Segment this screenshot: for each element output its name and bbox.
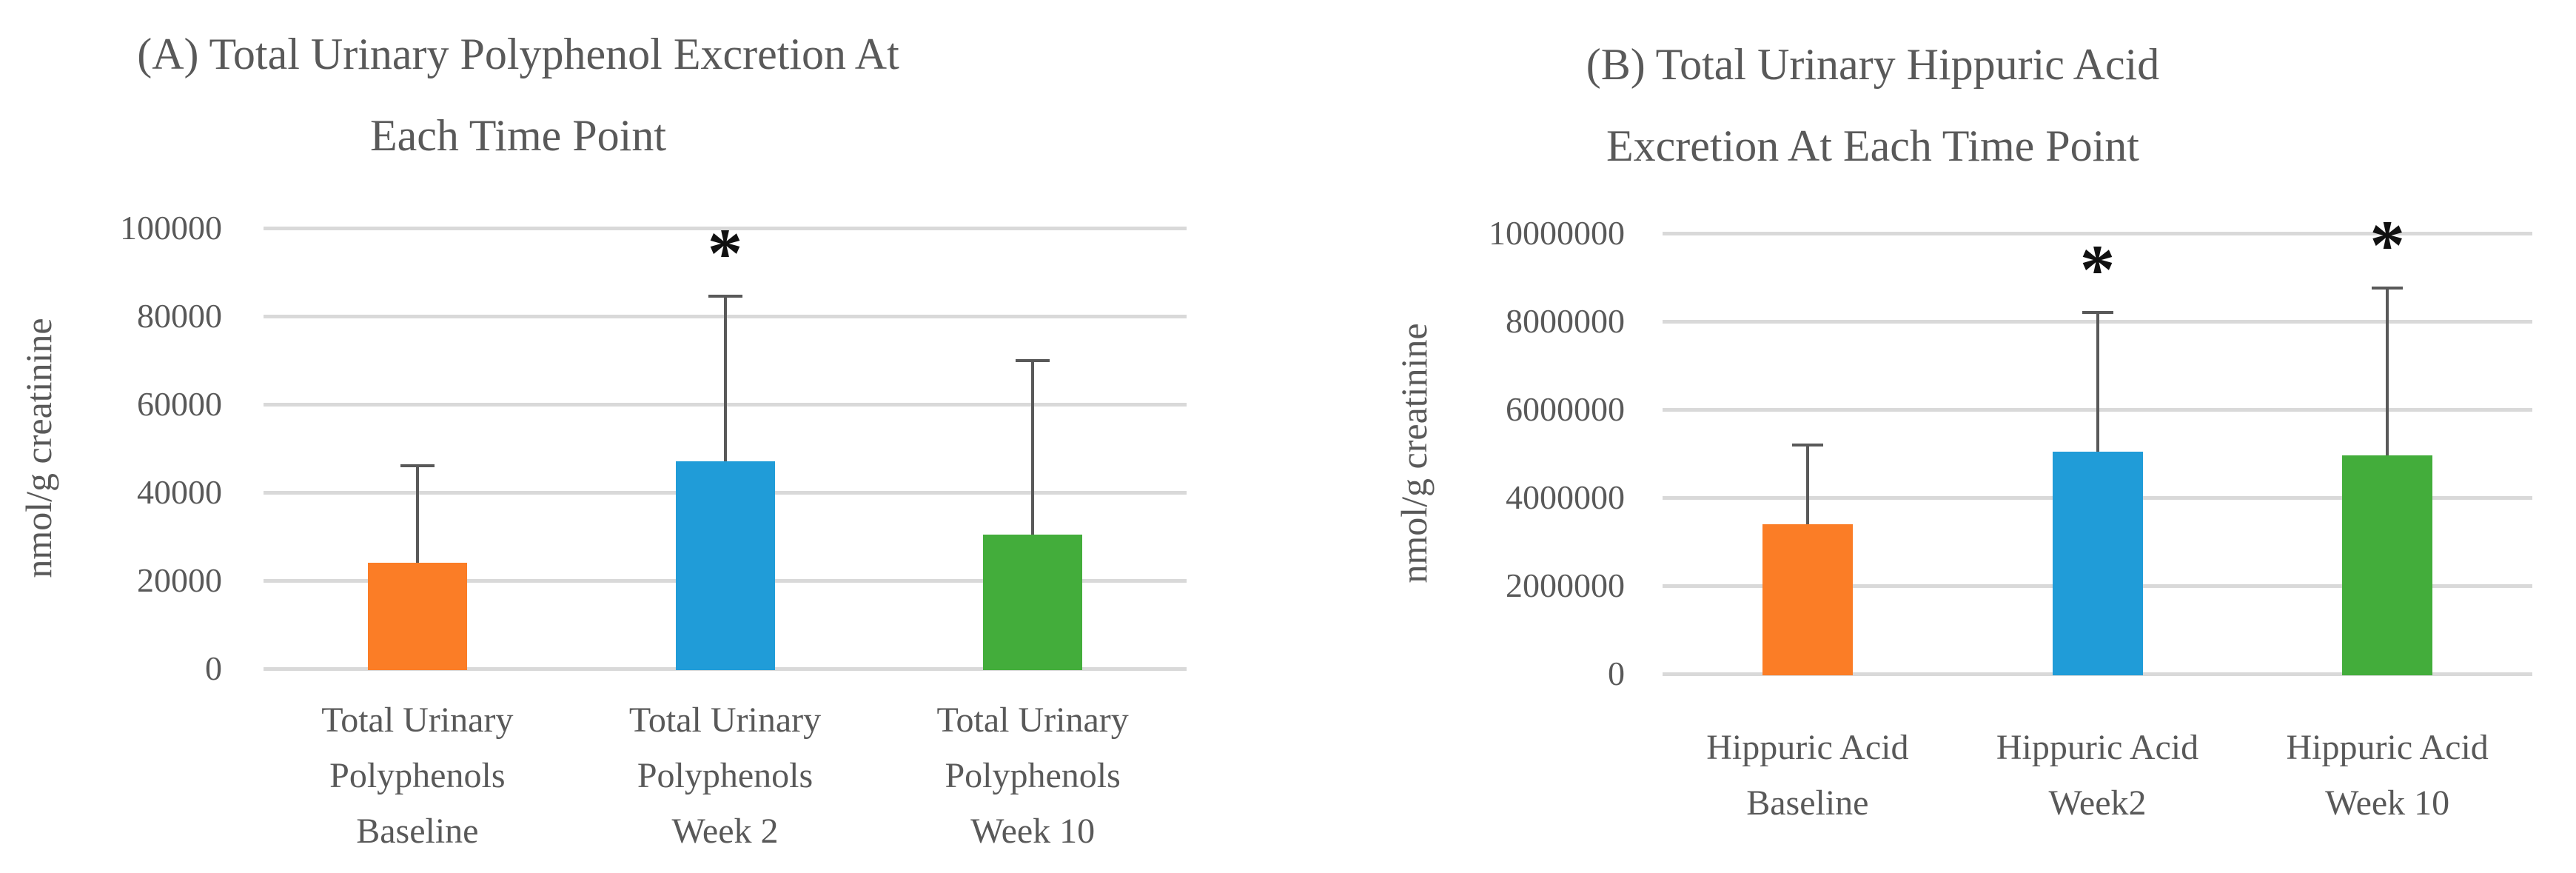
x-category-label-line: Baseline [1746,783,1869,823]
x-category-label-line: Total Urinary [321,700,514,740]
significance-asterisk: * [707,214,743,293]
chart-title: (A) Total Urinary Polyphenol Excretion A… [0,13,1036,176]
x-category-label: Hippuric Acid Baseline [1660,720,1956,831]
y-tick-label-4000000: 4000000 [1506,478,1625,516]
bar-total-urinary-polyphenols-week-10 [983,534,1083,670]
y-tick-label-20000: 20000 [137,561,222,599]
error-bar-cap [2372,287,2404,290]
gridline-10000000 [1663,232,2532,235]
y-tick-label-6000000: 6000000 [1506,390,1625,428]
bar-hippuric-acid-baseline [1762,524,1853,675]
x-category-label: Hippuric Acid Week 10 [2239,720,2535,831]
y-tick-label-0: 0 [1608,655,1625,692]
x-category-label-line: Polyphenols [637,756,814,795]
x-category-label-line: Baseline [356,812,479,851]
significance-asterisk: * [2369,206,2405,285]
gridline-100000 [264,227,1187,230]
y-tick-label-100000: 100000 [120,209,222,247]
x-category-label-line: Polyphenols [329,756,506,795]
chart-title: (B) Total Urinary Hippuric Acid Excretio… [1355,24,2391,187]
error-bar-line [2386,288,2389,456]
error-bar-cap [2082,311,2113,315]
y-tick-label-2000000: 2000000 [1506,566,1625,604]
x-category-label-line: Week 2 [671,812,779,851]
y-tick-label-80000: 80000 [137,297,222,335]
chart-hippuric-acid: (B) Total Urinary Hippuric Acid Excretio… [1288,0,2576,873]
x-category-label-line: Hippuric Acid [1996,728,2199,767]
error-bar-line [415,466,419,563]
error-bar-line [1031,360,1035,535]
significance-asterisk: * [2079,230,2116,310]
y-tick-label-60000: 60000 [137,385,222,423]
error-bar-line [2096,312,2099,452]
x-category-label: Total Urinary Polyphenols Baseline [262,692,573,859]
error-bar-cap [708,295,742,298]
bar-hippuric-acid-week2 [2052,451,2143,675]
x-category-label-line: Hippuric Acid [2286,728,2489,767]
bar-total-urinary-polyphenols-baseline [367,563,467,670]
x-category-label-line: Polyphenols [945,756,1121,795]
chart-title-line-2: Excretion At Each Time Point [1606,121,2139,170]
bar-hippuric-acid-week-10 [2342,455,2433,675]
x-category-label: Hippuric Acid Week2 [1950,720,2246,831]
error-bar-cap [1016,358,1050,362]
chart-title-line-1: (B) Total Urinary Hippuric Acid [1586,40,2160,89]
x-category-label: Total Urinary Polyphenols Week 10 [877,692,1188,859]
error-bar-line [723,296,727,462]
error-bar-cap [1791,443,1823,446]
y-axis-title: nmol/g creatinine [1393,323,1435,583]
chart-title-line-1: (A) Total Urinary Polyphenol Excretion A… [137,30,899,78]
x-category-label-line: Total Urinary [628,700,822,740]
x-category-label-line: Total Urinary [936,700,1129,740]
error-bar-cap [400,464,435,468]
bar-total-urinary-polyphenols-week-2 [675,461,775,670]
x-category-label-line: Week 10 [970,812,1096,851]
y-tick-label-8000000: 8000000 [1506,302,1625,340]
y-tick-label-10000000: 10000000 [1489,214,1625,252]
y-tick-label-0: 0 [205,649,222,687]
x-category-label-line: Week2 [2048,783,2147,823]
chart-title-line-2: Each Time Point [369,111,667,160]
x-category-label-line: Week 10 [2325,783,2450,823]
y-tick-label-40000: 40000 [137,473,222,511]
y-axis-title: nmol/g creatinine [18,318,59,578]
error-bar-line [1805,444,1809,524]
x-category-label-line: Hippuric Acid [1706,728,1909,767]
x-category-label: Total Urinary Polyphenols Week 2 [570,692,881,859]
chart-polyphenol: (A) Total Urinary Polyphenol Excretion A… [0,13,1188,859]
